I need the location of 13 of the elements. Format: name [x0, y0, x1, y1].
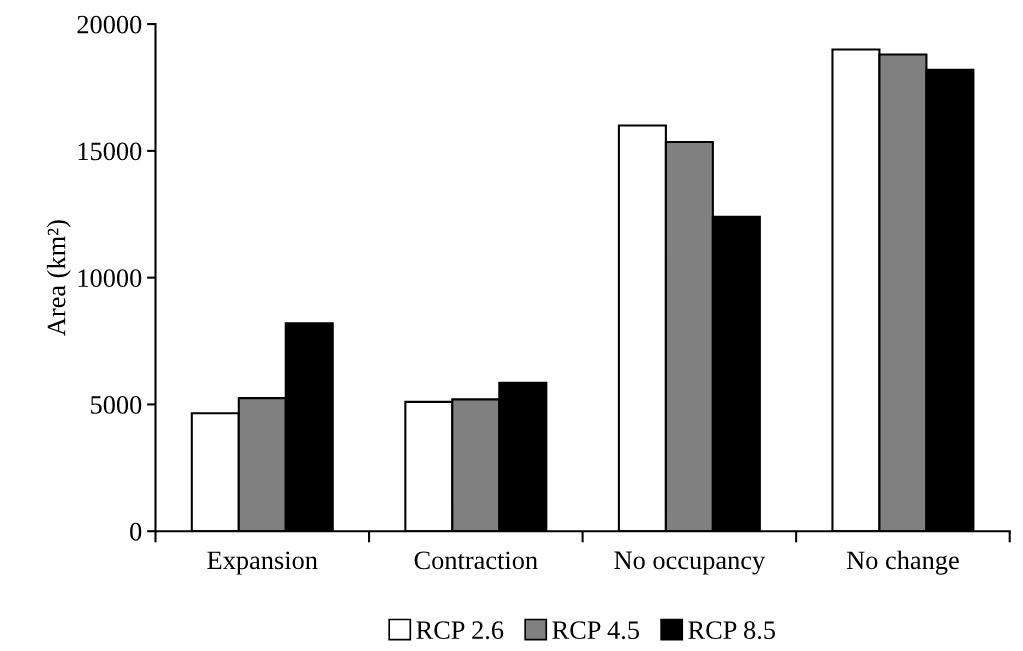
legend-label: RCP 4.5	[552, 621, 639, 640]
y-tick-label: 10000	[78, 269, 142, 288]
x-tick-label: Expansion	[207, 551, 318, 575]
x-tick-label: No occupancy	[614, 551, 766, 575]
y-tick-label: 0	[130, 522, 142, 541]
x-tick-label: No change	[846, 550, 959, 575]
y-tick-label: 5000	[91, 396, 142, 414]
y-tick-label: 20000	[77, 15, 142, 34]
y-tick-label: 15000	[78, 142, 142, 161]
y-axis-title: Area (km²)	[46, 220, 71, 336]
legend-label: RCP 2.6	[416, 621, 504, 640]
legend-label: RCP 8.5	[688, 621, 775, 640]
x-tick-label: Contraction	[414, 551, 538, 570]
